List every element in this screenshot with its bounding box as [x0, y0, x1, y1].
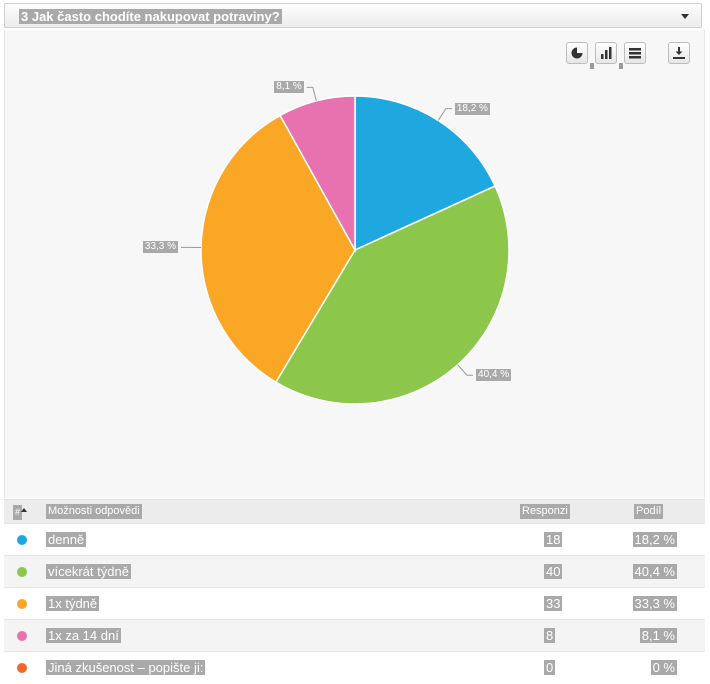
- slice-label: 40,4 %: [476, 369, 512, 382]
- legend-dot: [17, 567, 27, 577]
- sort-arrow-icon[interactable]: [21, 508, 27, 512]
- question-title: 3 Jak často chodíte nakupovat potraviny?: [19, 9, 282, 24]
- pie-slice[interactable]: [274, 185, 510, 405]
- slice-label: 18,2 %: [454, 102, 490, 115]
- slice-label: 8,1 %: [274, 81, 304, 94]
- share-value: 40,4 %: [632, 564, 677, 579]
- table-row: 1x týdně 33 33,3 %: [4, 587, 705, 619]
- option-label: 1x týdně: [46, 596, 100, 611]
- table-icon[interactable]: [624, 42, 646, 64]
- slice-label: 33,3 %: [142, 241, 179, 254]
- header-option[interactable]: Možnosti odpovědi: [46, 504, 142, 519]
- legend-dot: [17, 599, 27, 609]
- legend-dot: [17, 631, 27, 641]
- legend-dot: [17, 663, 27, 673]
- download-icon[interactable]: [668, 42, 690, 64]
- response-count: 40: [544, 564, 563, 579]
- legend-dot: [17, 535, 27, 545]
- question-header[interactable]: 3 Jak často chodíte nakupovat potraviny?: [4, 3, 702, 28]
- table-row: Jiná zkušenost – popište ji: 0 0 %: [4, 651, 705, 683]
- toolbar-separator: [590, 63, 594, 69]
- option-label: Jiná zkušenost – popište ji:: [46, 660, 206, 675]
- option-label: vícekrát týdně: [46, 564, 131, 579]
- share-value: 33,3 %: [632, 596, 677, 611]
- leader-line: [437, 108, 452, 121]
- table-row: vícekrát týdně 40 40,4 %: [4, 555, 705, 587]
- header-share[interactable]: Podíl: [634, 504, 664, 519]
- toolbar-separator: [619, 63, 623, 69]
- share-value: 8,1 %: [639, 628, 677, 643]
- chevron-down-icon[interactable]: [681, 14, 689, 19]
- option-label: 1x za 14 dní: [46, 628, 121, 643]
- share-value: 18,2 %: [632, 532, 677, 547]
- pie-chart: [181, 86, 510, 405]
- header-responses[interactable]: Responzi: [520, 504, 570, 519]
- pie-chart-icon[interactable]: [566, 42, 588, 64]
- option-label: denně: [46, 532, 87, 547]
- table-row: denně 18 18,2 %: [4, 523, 705, 555]
- pie-slice[interactable]: [354, 95, 497, 252]
- table-row: 1x za 14 dní 8 8,1 %: [4, 619, 705, 651]
- response-count: 0: [544, 660, 556, 675]
- leader-line: [457, 364, 474, 376]
- response-count: 18: [544, 532, 563, 547]
- table-header: # Možnosti odpovědi Responzi Podíl: [4, 499, 705, 523]
- share-value: 0 %: [650, 660, 677, 675]
- response-count: 8: [544, 628, 556, 643]
- leader-line: [306, 86, 317, 102]
- bar-chart-icon[interactable]: [595, 42, 617, 64]
- response-count: 33: [544, 596, 563, 611]
- results-table: # Možnosti odpovědi Responzi Podíl denně…: [4, 499, 705, 683]
- sort-icon[interactable]: #: [13, 505, 23, 520]
